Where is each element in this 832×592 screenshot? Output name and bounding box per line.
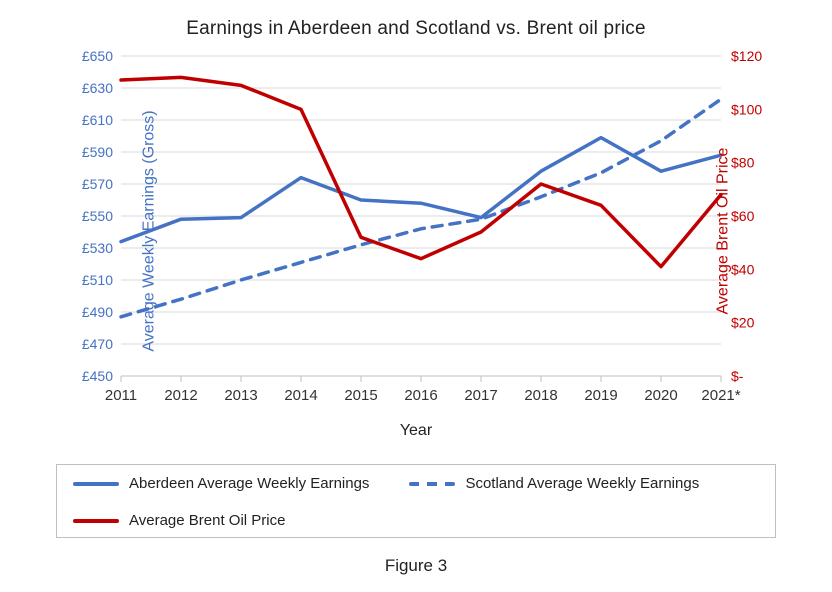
legend-swatch (409, 482, 455, 486)
y-left-tick-label: £450 (82, 368, 113, 384)
x-tick-label: 2014 (284, 387, 317, 404)
chart-title: Earnings in Aberdeen and Scotland vs. Br… (20, 18, 812, 40)
y-left-tick-label: £590 (82, 144, 113, 160)
x-tick-label: 2017 (464, 387, 497, 404)
legend-label: Average Brent Oil Price (129, 512, 285, 529)
figure-container: Earnings in Aberdeen and Scotland vs. Br… (0, 0, 832, 592)
y-left-tick-label: £510 (82, 272, 113, 288)
x-tick-label: 2018 (524, 387, 557, 404)
legend-swatch (73, 519, 119, 523)
y-axis-left-label: Average Weekly Earnings (Gross) (141, 110, 159, 351)
legend-swatch (73, 482, 119, 486)
y-right-tick-label: $80 (731, 155, 755, 171)
legend-item-aberdeen: Aberdeen Average Weekly Earnings (73, 475, 369, 492)
legend-item-scotland: Scotland Average Weekly Earnings (409, 475, 699, 492)
y-right-tick-label: $- (731, 368, 744, 384)
y-left-tick-label: £550 (82, 208, 113, 224)
y-right-tick-label: $20 (731, 315, 755, 331)
x-tick-label: 2011 (105, 387, 137, 404)
y-left-tick-label: £570 (82, 176, 113, 192)
series-aberdeen (121, 138, 721, 242)
y-right-tick-label: $60 (731, 208, 755, 224)
x-tick-label: 2016 (404, 387, 437, 404)
chart-area: Average Weekly Earnings (Gross) Average … (31, 46, 801, 416)
series-brent (121, 77, 721, 266)
y-right-tick-label: $100 (731, 101, 762, 117)
legend-label: Aberdeen Average Weekly Earnings (129, 475, 369, 492)
legend-label: Scotland Average Weekly Earnings (465, 475, 699, 492)
y-left-tick-label: £630 (82, 80, 113, 96)
legend: Aberdeen Average Weekly Earnings Scotland… (56, 464, 776, 538)
y-left-tick-label: £650 (82, 48, 113, 64)
legend-item-brent: Average Brent Oil Price (73, 512, 285, 529)
y-left-tick-label: £470 (82, 336, 113, 352)
y-left-tick-label: £610 (82, 112, 113, 128)
y-left-tick-label: £530 (82, 240, 113, 256)
figure-label: Figure 3 (20, 556, 812, 576)
x-tick-label: 2021* (701, 387, 740, 404)
x-axis-label: Year (20, 422, 812, 440)
x-tick-label: 2013 (224, 387, 257, 404)
x-tick-label: 2012 (164, 387, 197, 404)
x-tick-label: 2015 (344, 387, 377, 404)
y-axis-right-label: Average Brent Oil Price (715, 148, 733, 315)
series-scotland (121, 99, 721, 317)
y-left-tick-label: £490 (82, 304, 113, 320)
x-tick-label: 2019 (584, 387, 617, 404)
x-tick-label: 2020 (644, 387, 677, 404)
y-right-tick-label: $40 (731, 261, 755, 277)
y-right-tick-label: $120 (731, 48, 762, 64)
